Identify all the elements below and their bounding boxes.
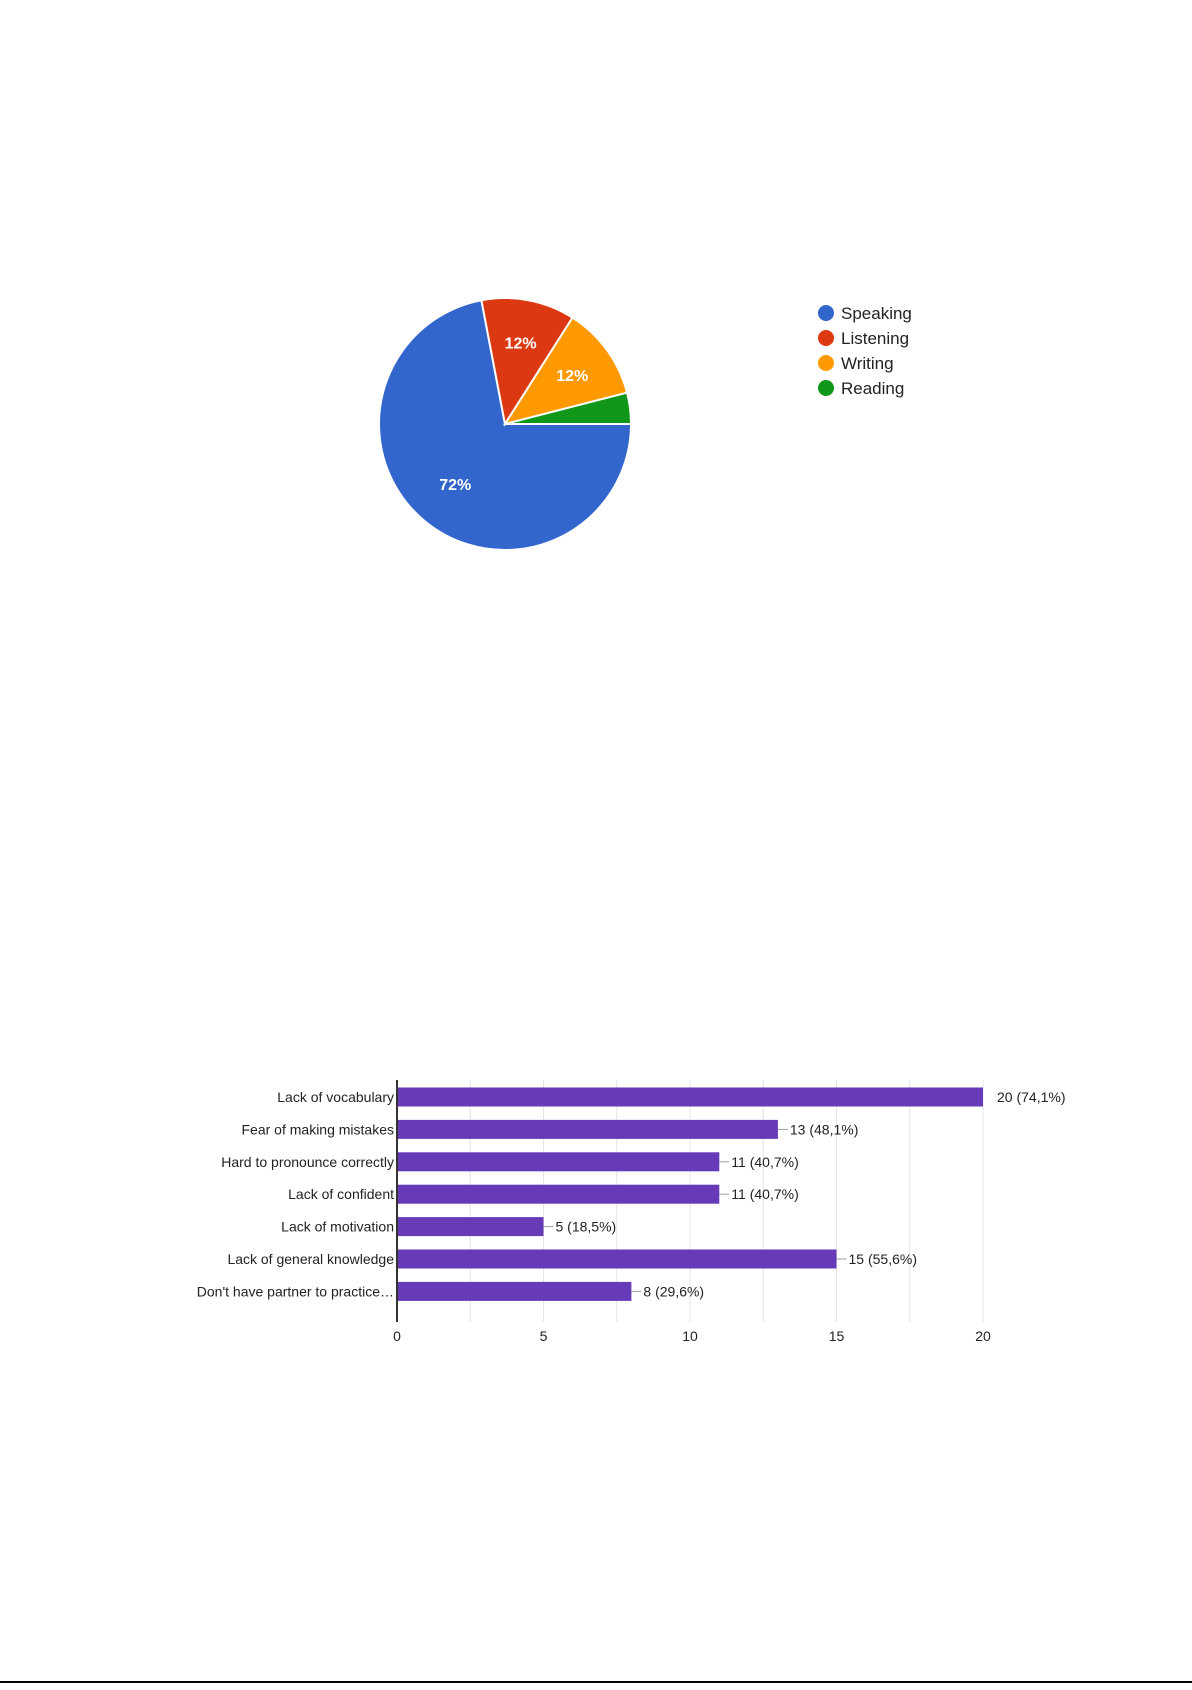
legend-swatch (818, 305, 834, 321)
bar (397, 1249, 837, 1269)
category-label: Fear of making mistakes (242, 1121, 395, 1137)
category-label: Don't have partner to practice… (197, 1283, 394, 1299)
legend-item-listening: Listening (818, 329, 909, 348)
pie-slice-writing (502, 316, 629, 426)
category-label: Lack of general knowledge (227, 1251, 394, 1267)
data-label: 11 (40,7%) (731, 1154, 798, 1170)
data-label: 8 (29,6%) (643, 1283, 704, 1299)
x-tick-label: 15 (829, 1328, 845, 1344)
page-bottom-rule (0, 1681, 1192, 1683)
pie-slice-label: 12% (556, 368, 588, 385)
bar (397, 1217, 544, 1237)
legend-label: Writing (841, 354, 894, 373)
legend-swatch (818, 380, 834, 396)
pie-slice-listening (480, 297, 574, 427)
legend-label: Listening (841, 329, 909, 348)
legend-swatch (818, 355, 834, 371)
category-label: Hard to pronounce correctly (221, 1154, 394, 1170)
bar (397, 1281, 632, 1301)
legend-label: Speaking (841, 304, 912, 323)
legend-label: Reading (841, 379, 904, 398)
pie-slice-label: 72% (439, 477, 471, 494)
data-label: 13 (48,1%) (790, 1121, 858, 1137)
pie-slice-label: 12% (505, 335, 537, 352)
pie-chart: 72% 12% 12% (378, 297, 633, 551)
data-label: 5 (18,5%) (556, 1219, 617, 1235)
legend-item-reading: Reading (818, 379, 904, 398)
bar (397, 1087, 983, 1107)
category-label: Lack of motivation (281, 1219, 394, 1235)
data-label: 15 (55,6%) (849, 1251, 917, 1267)
legend-item-speaking: Speaking (818, 304, 912, 323)
bar (397, 1119, 778, 1139)
data-label: 11 (40,7%) (731, 1186, 798, 1202)
x-tick-label: 20 (975, 1328, 991, 1344)
x-tick-label: 5 (540, 1328, 548, 1344)
legend-item-writing: Writing (818, 354, 894, 373)
pie-legend: Speaking Listening Writing Reading (818, 304, 912, 398)
category-label: Lack of vocabulary (277, 1089, 394, 1105)
x-tick-label: 10 (682, 1328, 698, 1344)
bar-chart: Lack of vocabulary 20 (74,1%) Fear of maki… (197, 1080, 1065, 1344)
legend-swatch (818, 330, 834, 346)
pie-slice-reading (504, 391, 633, 425)
bar (397, 1152, 720, 1172)
x-tick-label: 0 (393, 1328, 401, 1344)
category-label: Lack of confident (288, 1186, 394, 1202)
data-label: 20 (74,1%) (997, 1089, 1065, 1105)
bar (397, 1184, 720, 1204)
